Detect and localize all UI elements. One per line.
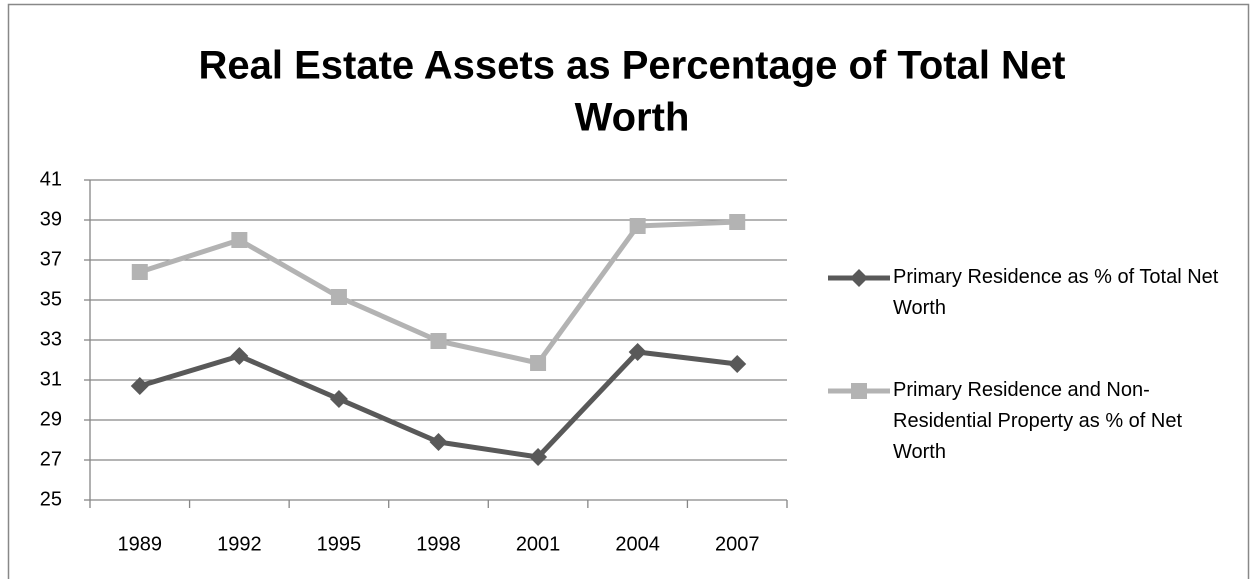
y-tick-label: 35 (40, 288, 62, 310)
point (231, 232, 248, 248)
point (629, 218, 646, 234)
point (429, 433, 448, 451)
y-tick-label: 25 (40, 488, 62, 510)
y-tick-label: 37 (40, 248, 62, 270)
chart-title: Real Estate Assets as Percentage of Tota… (199, 44, 1066, 88)
point (130, 377, 149, 395)
point (850, 269, 868, 287)
y-tick-label: 27 (40, 448, 62, 470)
x-tick-label: 1989 (118, 533, 163, 555)
y-tick-label: 33 (40, 328, 62, 350)
point (131, 264, 148, 280)
point (530, 355, 547, 371)
point (851, 383, 867, 399)
y-tick-label: 31 (40, 368, 62, 390)
point (430, 333, 447, 349)
y-tick-label: 41 (40, 168, 62, 190)
point (628, 343, 647, 361)
point (330, 289, 347, 305)
x-tick-label: 2004 (615, 533, 660, 555)
x-tick-label: 2007 (715, 533, 760, 555)
point (230, 347, 249, 365)
chart-title: Worth (575, 96, 690, 140)
y-tick-label: 29 (40, 408, 62, 430)
point (728, 355, 747, 373)
point (329, 390, 348, 408)
x-tick-label: 2001 (516, 533, 561, 555)
x-tick-label: 1992 (217, 533, 262, 555)
y-tick-label: 39 (40, 208, 62, 230)
chart-border (7, 3, 1250, 579)
x-tick-label: 1995 (317, 533, 362, 555)
x-tick-label: 1998 (416, 533, 461, 555)
point (529, 448, 548, 466)
legend-label: Primary Residence as % of Total Net Wort… (893, 266, 1219, 319)
point (729, 214, 746, 230)
legend-label: Primary Residence and Non-Residential Pr… (893, 379, 1183, 463)
